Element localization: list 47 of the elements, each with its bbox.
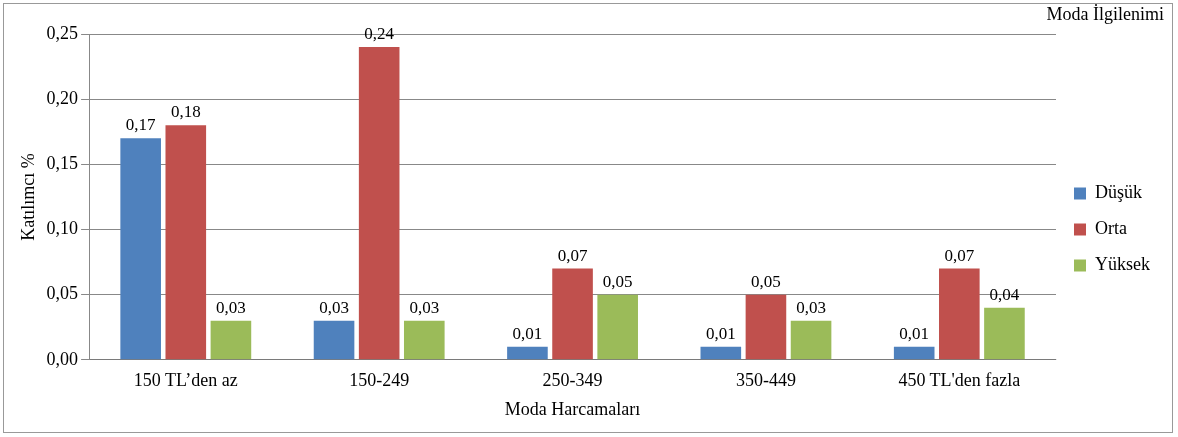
data-label: 0,18 (170, 102, 201, 122)
x-axis-title: Moda Harcamaları (504, 398, 641, 419)
bar (893, 346, 935, 360)
data-label: 0,17 (125, 115, 157, 135)
data-label: 0,03 (409, 297, 440, 317)
legend-label: Düşük (1095, 182, 1143, 203)
bar (165, 125, 207, 360)
data-label: 0,03 (216, 297, 246, 317)
bar (552, 268, 593, 360)
x-tick-label: 150 TL’den az (133, 370, 238, 391)
data-label: 0,04 (989, 284, 1020, 304)
x-tick-label: 150-249 (349, 370, 410, 391)
bar (120, 138, 161, 360)
data-label: 0,05 (602, 271, 633, 291)
data-label: 0,03 (319, 297, 349, 317)
bar (358, 47, 400, 360)
bar (597, 294, 638, 360)
bar (745, 294, 787, 360)
data-label: 0,01 (512, 323, 543, 343)
data-label: 0,01 (899, 323, 930, 343)
bar (939, 268, 980, 360)
data-label: 0,24 (364, 24, 395, 43)
data-label: 0,03 (796, 297, 826, 317)
bar (790, 320, 832, 360)
y-tick-label: 0,00 (46, 348, 79, 369)
data-label: 0,07 (944, 245, 975, 265)
data-label: 0,01 (705, 323, 736, 343)
legend-title: Moda İlgilenimi (1046, 3, 1164, 24)
bar (313, 320, 355, 360)
legend-label: Orta (1095, 218, 1127, 239)
y-axis-title: Katılımcı % (17, 153, 38, 241)
y-tick-label: 0,25 (46, 22, 79, 43)
bar (210, 320, 252, 360)
bar (507, 346, 548, 360)
bar (984, 307, 1025, 360)
bar (403, 320, 445, 360)
data-label: 0,07 (557, 245, 588, 265)
bar (700, 346, 742, 360)
x-tick-label: 250-349 (542, 370, 603, 391)
y-tick-label: 0,05 (46, 283, 79, 304)
x-tick-label: 350-449 (735, 370, 796, 391)
x-tick-label: 450 TL'den fazla (898, 370, 1021, 391)
y-tick-label: 0,20 (46, 87, 79, 108)
data-label: 0,05 (751, 271, 781, 291)
y-tick-label: 0,10 (46, 218, 79, 239)
legend-label: Yüksek (1095, 254, 1151, 275)
y-tick-label: 0,15 (46, 153, 79, 174)
